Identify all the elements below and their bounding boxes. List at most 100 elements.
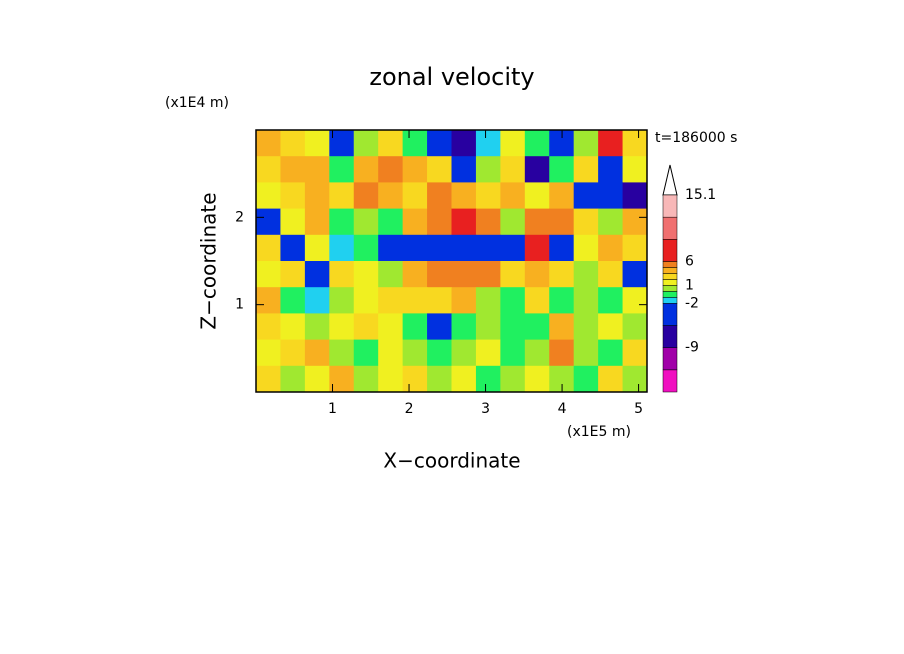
field-cell xyxy=(549,156,575,183)
colorbar-band xyxy=(662,279,678,286)
field-cell xyxy=(329,339,355,367)
field-cell xyxy=(256,339,281,367)
field-cell xyxy=(549,208,575,236)
field-cell xyxy=(524,287,550,314)
field-cell xyxy=(329,208,355,236)
field-cell xyxy=(622,313,648,341)
field-cell xyxy=(329,261,355,288)
field-cell xyxy=(402,182,428,210)
field-cell xyxy=(451,261,477,288)
y-tick-label: 1 xyxy=(235,297,244,313)
field-cell xyxy=(573,261,599,288)
colorbar-tick-label: -2 xyxy=(685,295,699,311)
colorbar-band xyxy=(662,297,678,304)
field-cell xyxy=(549,261,575,288)
colorbar-band xyxy=(662,285,678,292)
field-cell xyxy=(475,261,501,288)
field-cell xyxy=(402,156,428,183)
field-cell xyxy=(353,234,379,262)
field-cell xyxy=(622,339,648,367)
field-cell xyxy=(353,208,379,236)
field-cell xyxy=(598,182,624,210)
field-cell xyxy=(598,339,624,367)
field-cell xyxy=(475,130,501,157)
field-cell xyxy=(427,261,452,288)
field-cell xyxy=(304,365,330,393)
field-cell xyxy=(353,339,379,367)
field-cell xyxy=(475,208,501,236)
field-cell xyxy=(622,182,648,210)
field-cell xyxy=(304,313,330,341)
colorbar-tick-label: 15.1 xyxy=(685,187,716,203)
field-cell xyxy=(475,339,501,367)
field-cell xyxy=(524,339,550,367)
field-cell xyxy=(475,287,501,314)
field-cell xyxy=(378,287,404,314)
x-unit: (x1E5 m) xyxy=(567,424,631,440)
field-cell xyxy=(598,234,624,262)
field-cell xyxy=(622,130,648,157)
field-cell xyxy=(549,182,575,210)
field-cell xyxy=(475,365,501,393)
colorbar-band xyxy=(662,239,678,262)
field-cell xyxy=(524,261,550,288)
field-cell xyxy=(622,234,648,262)
field-cell xyxy=(500,156,526,183)
field-cell xyxy=(304,234,330,262)
y-tick-label: 2 xyxy=(235,209,244,225)
field-cell xyxy=(598,287,624,314)
field-cell xyxy=(427,182,452,210)
field-cell xyxy=(549,313,575,341)
field-cell xyxy=(500,287,526,314)
colorbar-tick-label: 1 xyxy=(685,277,694,293)
field-cell xyxy=(329,313,355,341)
field-cell xyxy=(353,365,379,393)
field-cell xyxy=(622,287,648,314)
field-cell xyxy=(573,208,599,236)
colorbar-band xyxy=(662,369,678,393)
x-tick-label: 3 xyxy=(481,401,490,417)
field-cell xyxy=(622,365,648,393)
field-cell xyxy=(500,182,526,210)
colorbar-band xyxy=(662,194,678,218)
field-cell xyxy=(598,313,624,341)
field-cell xyxy=(280,234,306,262)
field-cell xyxy=(329,365,355,393)
field-cell xyxy=(573,156,599,183)
field-cell xyxy=(500,208,526,236)
field-cell xyxy=(622,261,648,288)
field-cell xyxy=(378,208,404,236)
field-cell xyxy=(402,287,428,314)
field-cell xyxy=(427,313,452,341)
field-cell xyxy=(622,208,648,236)
plot-frame xyxy=(255,129,648,393)
field-cell xyxy=(329,234,355,262)
field-cell xyxy=(549,339,575,367)
field-cell xyxy=(427,156,452,183)
field-cell xyxy=(402,365,428,393)
field-cell xyxy=(280,287,306,314)
field xyxy=(256,130,648,393)
field-cell xyxy=(427,208,452,236)
field-cell xyxy=(304,287,330,314)
field-cell xyxy=(598,365,624,393)
field-cell xyxy=(280,182,306,210)
field-cell xyxy=(329,182,355,210)
colorbar-band xyxy=(662,261,678,268)
field-cell xyxy=(256,287,281,314)
field-cell xyxy=(573,130,599,157)
field-cell xyxy=(304,156,330,183)
field-cell xyxy=(256,130,281,157)
field-cell xyxy=(475,182,501,210)
field-cell xyxy=(402,313,428,341)
chart-title: zonal velocity xyxy=(369,63,534,91)
field-cell xyxy=(451,234,477,262)
field-cell xyxy=(329,156,355,183)
x-tick-label: 2 xyxy=(405,401,414,417)
field-cell xyxy=(451,156,477,183)
field-cell xyxy=(500,365,526,393)
x-tick-label: 5 xyxy=(634,401,643,417)
field-cell xyxy=(304,261,330,288)
field-cell xyxy=(451,313,477,341)
